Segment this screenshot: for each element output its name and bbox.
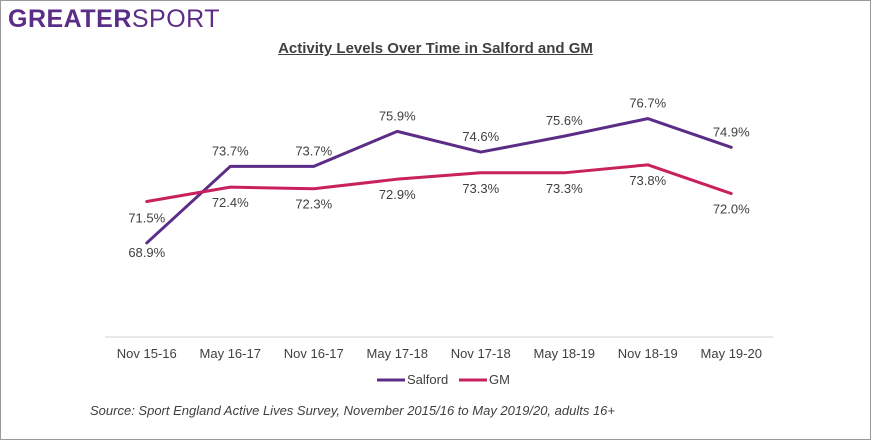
data-label: 72.4% [212,195,249,210]
data-label: 73.3% [546,181,583,196]
data-label: 73.7% [295,143,332,158]
greatersport-logo: GREATERSPORT [8,4,220,34]
series-line-salford [145,117,733,245]
data-label: 75.9% [379,108,416,123]
data-label: 74.6% [462,129,499,144]
data-label: 73.3% [462,181,499,196]
data-label: 74.9% [713,124,750,139]
series-line-gm [145,163,733,203]
x-tick-label: May 16-17 [200,346,261,361]
x-tick-label: May 17-18 [367,346,428,361]
x-tick-label: Nov 15-16 [117,346,177,361]
data-label: 71.5% [128,211,165,226]
logo-text-sport: SPORT [131,5,221,33]
x-tick-label: May 19-20 [701,346,762,361]
source-note: Source: Sport England Active Lives Surve… [90,403,616,418]
x-tick-label: May 18-19 [534,346,595,361]
data-label: 72.3% [295,197,332,212]
legend-label-salford: Salford [407,372,448,387]
logo-text-greater: GREATER [8,5,132,33]
data-label: 73.8% [629,173,666,188]
data-label: 72.0% [713,202,750,217]
data-label: 76.7% [629,96,666,111]
data-label: 75.6% [546,113,583,128]
x-tick-label: Nov 18-19 [618,346,678,361]
chart-title: Activity Levels Over Time in Salford and… [278,40,593,57]
x-tick-label: Nov 17-18 [451,346,511,361]
data-label: 72.9% [379,187,416,202]
data-label: 73.7% [212,143,249,158]
legend-label-gm: GM [489,372,510,387]
data-label: 68.9% [128,245,165,260]
x-tick-label: Nov 16-17 [284,346,344,361]
